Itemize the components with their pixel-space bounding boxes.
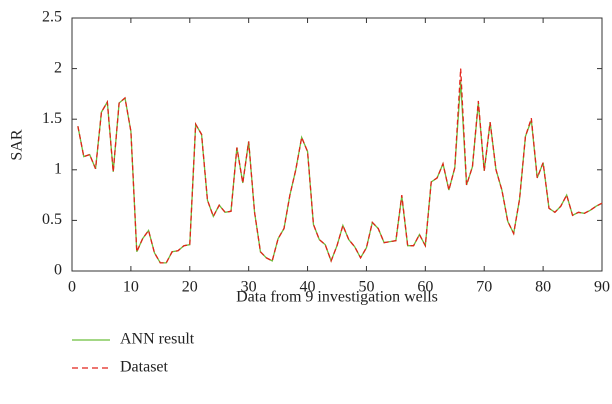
- x-axis-title: Data from 9 investigation wells: [236, 289, 438, 306]
- x-tick-label: 30: [241, 279, 257, 296]
- legend-label: Dataset: [120, 359, 169, 376]
- x-tick-label: 90: [594, 279, 610, 296]
- x-tick-label: 80: [535, 279, 551, 296]
- x-tick-label: 20: [182, 279, 198, 296]
- x-tick-label: 70: [476, 279, 492, 296]
- y-tick-label: 1: [54, 160, 62, 177]
- x-tick-label: 50: [358, 279, 374, 296]
- y-tick-label: 0: [54, 262, 62, 279]
- x-tick-label: 0: [68, 279, 76, 296]
- y-axis-title: SAR: [9, 129, 26, 160]
- x-tick-label: 40: [300, 279, 316, 296]
- plot-frame: [71, 17, 603, 272]
- y-tick-label: 1.5: [42, 110, 62, 127]
- y-tick-label: 2.5: [42, 9, 62, 26]
- legend-label: ANN result: [120, 331, 195, 348]
- data-line: [77, 68, 603, 264]
- y-tick-label: 2: [54, 59, 62, 76]
- x-tick-label: 10: [123, 279, 139, 296]
- x-tick-label: 60: [417, 279, 433, 296]
- y-tick-label: 0.5: [42, 211, 62, 228]
